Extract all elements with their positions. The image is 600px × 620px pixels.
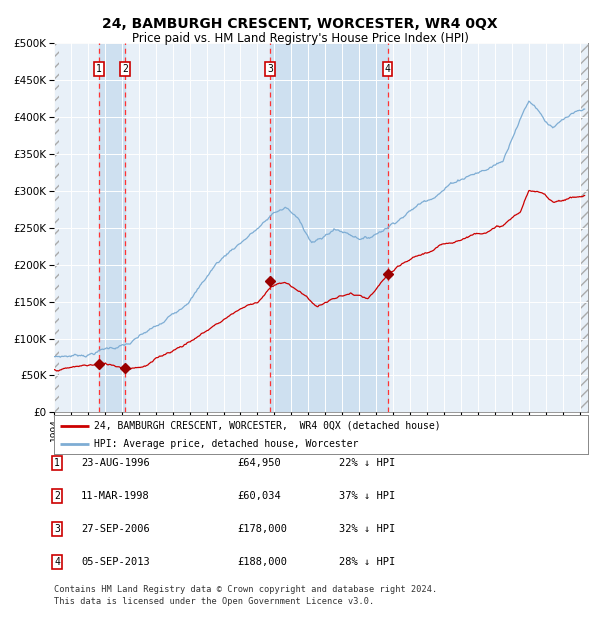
Text: Price paid vs. HM Land Registry's House Price Index (HPI): Price paid vs. HM Land Registry's House … [131,32,469,45]
Text: £64,950: £64,950 [237,458,281,468]
Text: 22% ↓ HPI: 22% ↓ HPI [339,458,395,468]
Text: 1: 1 [54,458,60,468]
Text: 37% ↓ HPI: 37% ↓ HPI [339,491,395,501]
Text: 23-AUG-1996: 23-AUG-1996 [81,458,150,468]
Text: 24, BAMBURGH CRESCENT, WORCESTER,  WR4 0QX (detached house): 24, BAMBURGH CRESCENT, WORCESTER, WR4 0Q… [94,421,440,431]
Text: 27-SEP-2006: 27-SEP-2006 [81,524,150,534]
Text: 1: 1 [96,64,102,74]
Text: 05-SEP-2013: 05-SEP-2013 [81,557,150,567]
Text: 2: 2 [54,491,60,501]
Text: 24, BAMBURGH CRESCENT, WORCESTER, WR4 0QX: 24, BAMBURGH CRESCENT, WORCESTER, WR4 0Q… [102,17,498,32]
Text: £178,000: £178,000 [237,524,287,534]
Text: 28% ↓ HPI: 28% ↓ HPI [339,557,395,567]
Text: £60,034: £60,034 [237,491,281,501]
Text: £188,000: £188,000 [237,557,287,567]
Text: This data is licensed under the Open Government Licence v3.0.: This data is licensed under the Open Gov… [54,597,374,606]
Text: 32% ↓ HPI: 32% ↓ HPI [339,524,395,534]
Text: HPI: Average price, detached house, Worcester: HPI: Average price, detached house, Worc… [94,439,358,450]
Text: Contains HM Land Registry data © Crown copyright and database right 2024.: Contains HM Land Registry data © Crown c… [54,585,437,594]
Bar [54,43,59,412]
Text: 4: 4 [385,64,391,74]
Text: 4: 4 [54,557,60,567]
Bar [54,43,59,412]
Bar [99,43,125,412]
Text: 3: 3 [54,524,60,534]
Text: 2: 2 [122,64,128,74]
Text: 3: 3 [267,64,273,74]
Text: 11-MAR-1998: 11-MAR-1998 [81,491,150,501]
Bar [581,43,588,412]
Bar [270,43,388,412]
